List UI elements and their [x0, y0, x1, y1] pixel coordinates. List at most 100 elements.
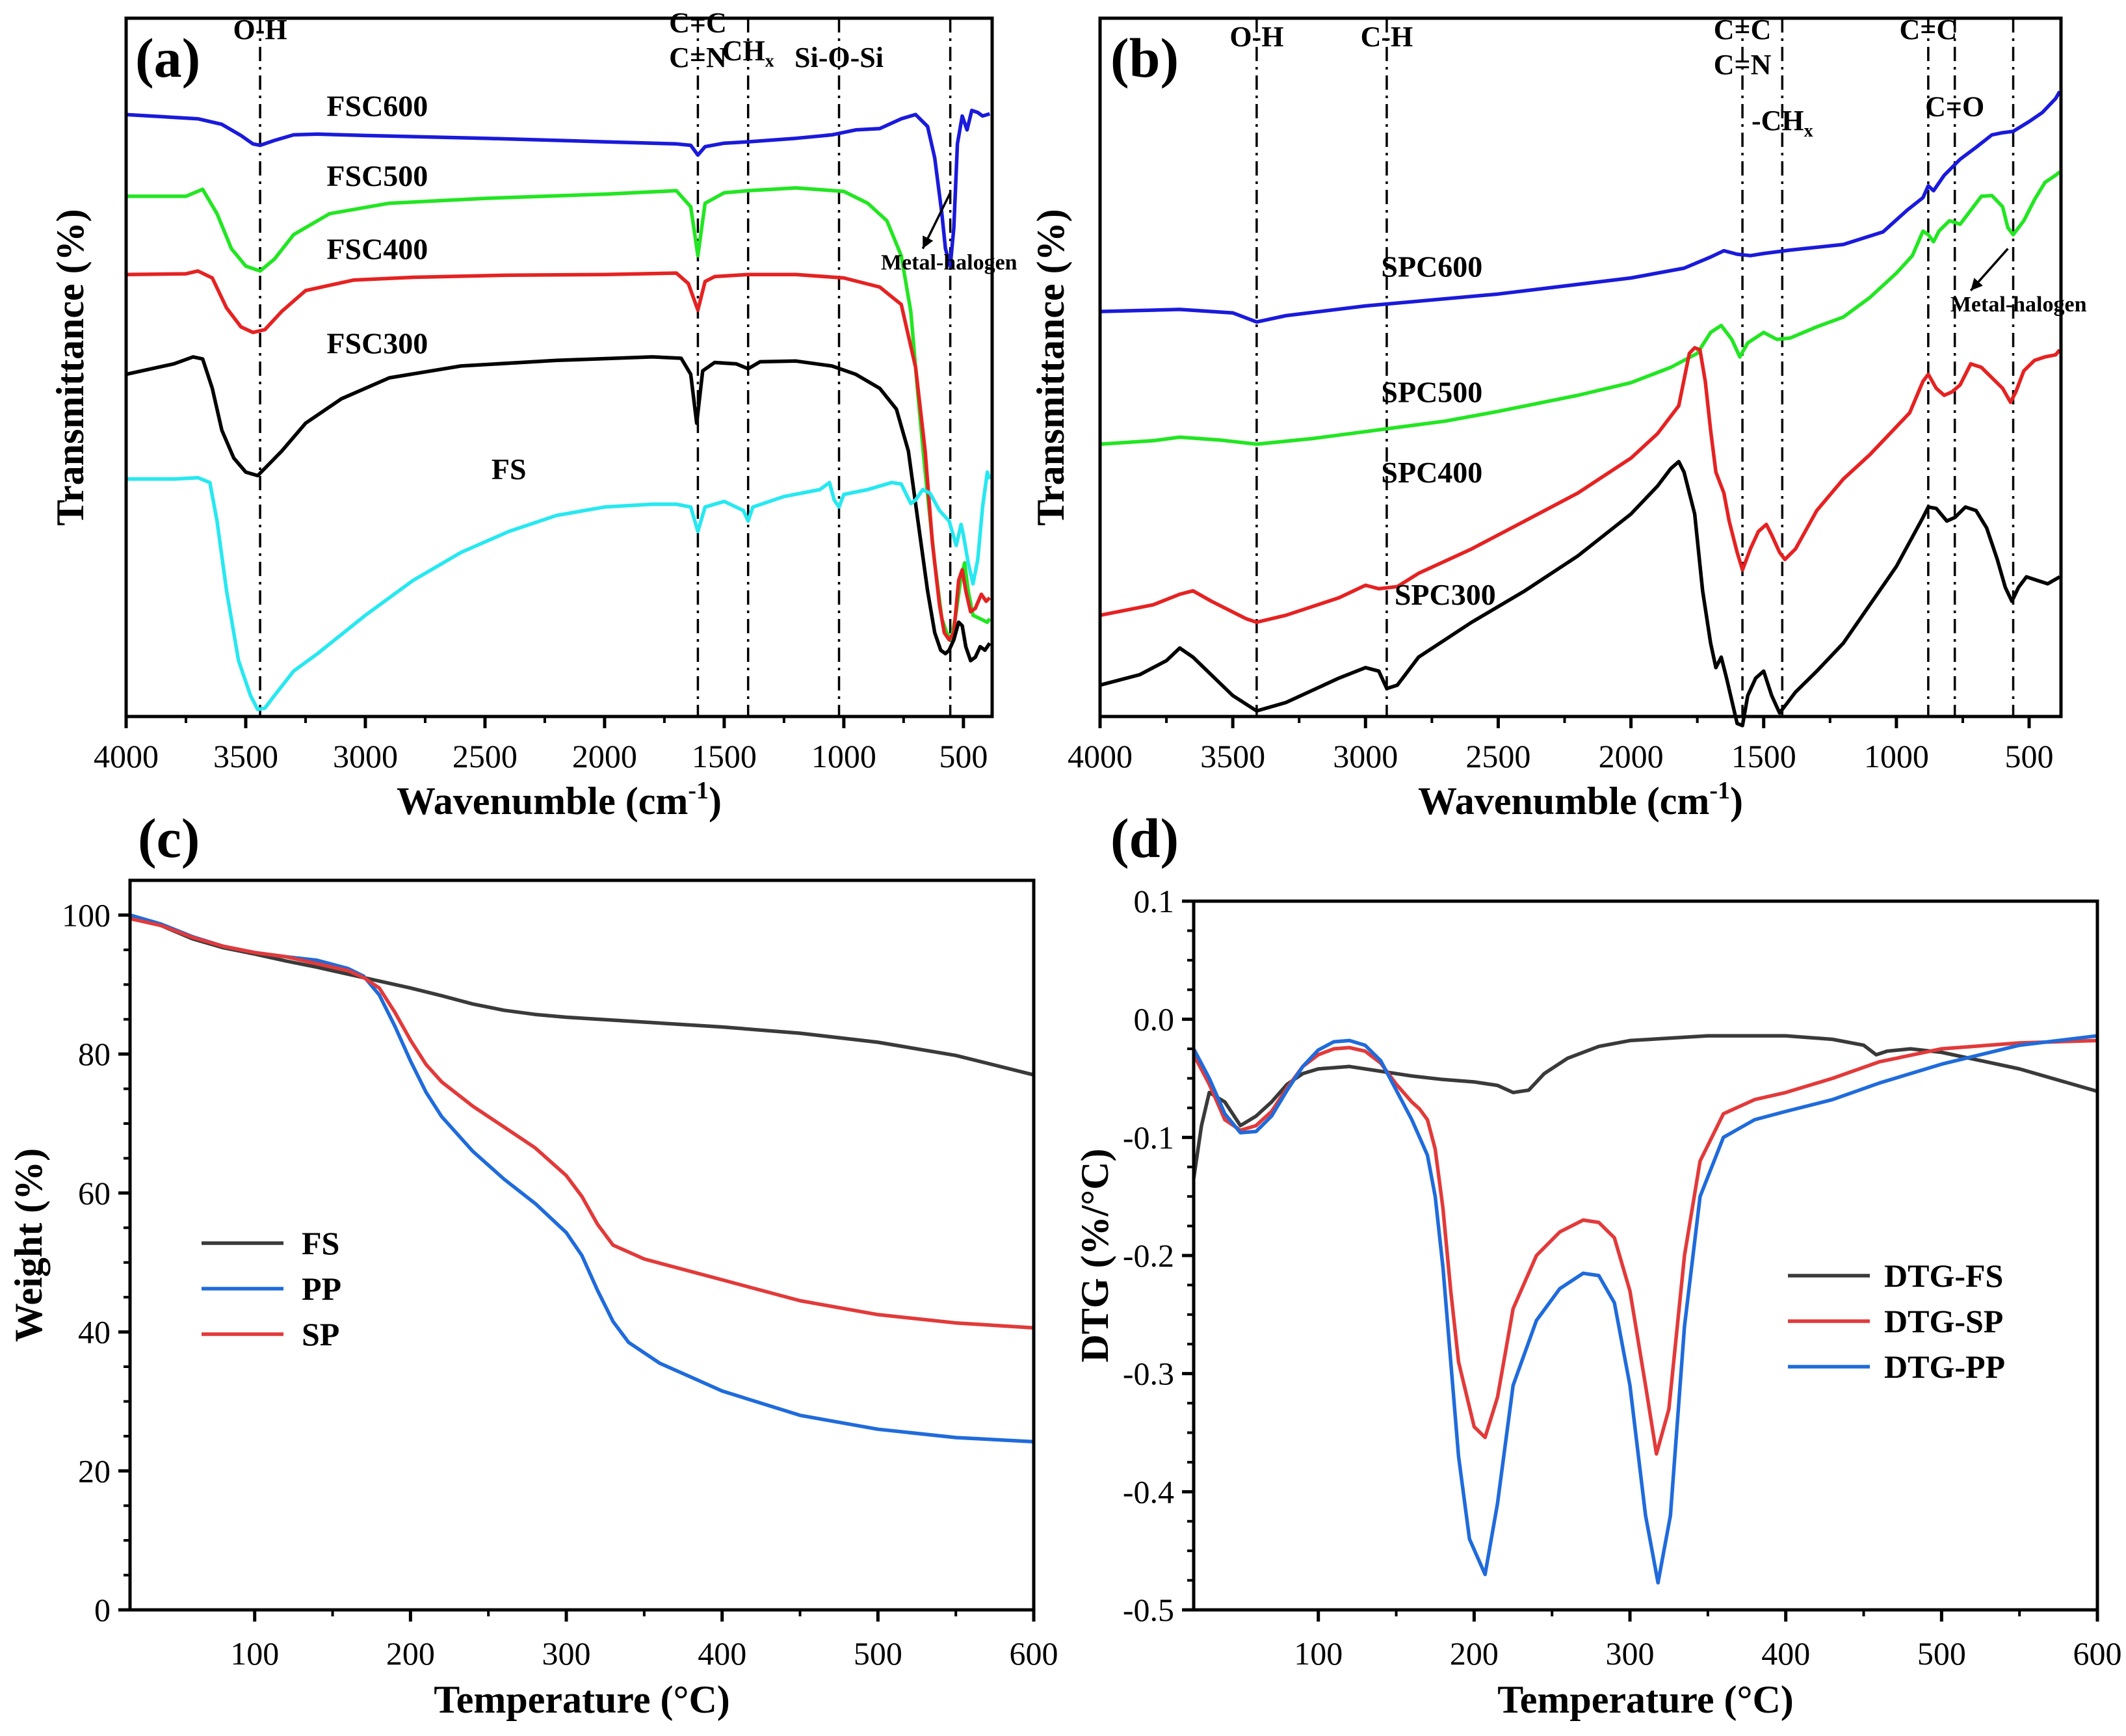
x-tick-label: 300 [542, 1635, 591, 1672]
y-tick-label: 40 [78, 1314, 111, 1350]
annotation-label: C=O [1925, 90, 1984, 122]
x-tick-label: 600 [2073, 1635, 2122, 1672]
y-tick-label: -0.3 [1123, 1356, 1174, 1392]
x-tick-label: 3000 [1333, 738, 1398, 774]
x-tick-label: 500 [939, 738, 988, 774]
series-line-spc400 [1099, 346, 2062, 624]
y-tick-label: 0.1 [1134, 883, 1175, 919]
x-tick-label: 500 [2005, 738, 2054, 774]
y-tick-label: 100 [62, 897, 111, 933]
x-axis-title-superscript: -1 [1709, 777, 1730, 804]
series-label: SPC600 [1381, 250, 1482, 283]
x-axis-title: Temperature (°C) [434, 1678, 730, 1721]
annotation-label: Metal-halogen [1950, 293, 2087, 317]
plot-frame [128, 878, 1036, 1612]
y-tick-label: 0.0 [1134, 1001, 1175, 1038]
x-tick-label: 1000 [811, 738, 876, 774]
series-line-dtg-fs [1192, 1034, 2098, 1179]
series-line-pp [129, 913, 1034, 1444]
series-label: FSC300 [326, 327, 428, 360]
x-tick-label: 2500 [453, 738, 518, 774]
x-tick-label: 400 [698, 1635, 746, 1672]
x-tick-label: 600 [1010, 1635, 1058, 1672]
series-line-spc500 [1099, 170, 2061, 446]
series-line-spc300 [1099, 460, 2061, 728]
x-tick-label: 4000 [1068, 738, 1133, 774]
y-axis-title: Transmittance (%) [1029, 209, 1072, 525]
x-tick-label: 3500 [1200, 738, 1265, 774]
annotation-label: -CHx [1752, 105, 1813, 141]
annotation-label: C=C [669, 7, 727, 38]
x-axis-title-end: ) [709, 780, 722, 822]
y-tick-label: -0.4 [1123, 1473, 1174, 1510]
x-tick-label: 2000 [572, 738, 637, 774]
x-axis-title: Wavenumble (cm-1) [397, 777, 722, 822]
series-line-spc600 [1099, 90, 2062, 324]
y-tick-label: -0.1 [1123, 1119, 1174, 1155]
annotation-label: C-H [1361, 21, 1413, 53]
arrow-head [923, 235, 934, 249]
panel-a: (a) 4000 3500 3000 2500 2000 1500 1000 500 FSC600… [49, 7, 1017, 822]
plot-frame [1098, 16, 2063, 718]
y-tick-label: 60 [78, 1175, 111, 1211]
x-tick-label: 3000 [333, 738, 398, 774]
x-tick-label: 2500 [1465, 738, 1530, 774]
panel-label: (a) [135, 27, 200, 89]
x-axis-title: Temperature (°C) [1497, 1678, 1794, 1721]
legend-label: SP [302, 1316, 339, 1352]
series-label: SPC400 [1381, 456, 1482, 489]
arrow-head [1971, 278, 1983, 291]
x-tick-label: 1500 [692, 738, 757, 774]
y-tick-label: -0.2 [1123, 1237, 1174, 1274]
series-line-fsc500 [126, 186, 991, 642]
x-tick-label: 300 [1606, 1635, 1655, 1672]
annotation-label: Metal-halogen [881, 251, 1017, 275]
panel-c: (c) 100 200 300 400 500 600 0 20 40 60 80 100 FS PP SP T… [7, 807, 1058, 1721]
y-tick-label: 0 [94, 1592, 111, 1628]
panel-d: (d) 100 200 300 400 500 600 0.1 0.0 -0.1 -0.2 -0.3 -… [1073, 807, 2122, 1721]
y-axis-title: DTG (%/°C) [1073, 1149, 1116, 1363]
series-line-dtg-sp [1192, 1038, 2098, 1456]
series-label: FSC600 [326, 89, 428, 122]
series-line-sp [129, 917, 1034, 1330]
x-tick-label: 200 [1450, 1635, 1499, 1672]
legend-label: DTG-SP [1884, 1303, 2003, 1339]
x-tick-label: 2000 [1599, 738, 1664, 774]
x-tick-label: 100 [1294, 1635, 1343, 1672]
x-axis-title-end: ) [1730, 780, 1743, 822]
x-axis-title: Wavenumble (cm-1) [1418, 777, 1743, 822]
x-tick-label: 500 [854, 1635, 902, 1672]
y-tick-label: 20 [78, 1453, 111, 1489]
series-label: SPC500 [1381, 376, 1482, 409]
panel-label: (b) [1110, 27, 1179, 89]
plot-frame [1192, 899, 2099, 1612]
x-tick-label: 100 [230, 1635, 279, 1672]
series-label: FSC400 [326, 233, 428, 266]
annotation-label: Si-O-Si [794, 42, 884, 73]
legend-label: FS [302, 1225, 339, 1261]
series-line-dtg-pp [1192, 1034, 2098, 1585]
x-tick-label: 400 [1761, 1635, 1810, 1672]
x-tick-label: 200 [386, 1635, 435, 1672]
series-label: SPC300 [1395, 578, 1496, 611]
x-tick-label: 500 [1917, 1635, 1966, 1672]
series-line-fs [129, 916, 1034, 1077]
annotation-label: CHx [722, 34, 774, 71]
y-tick-label: -0.5 [1123, 1592, 1174, 1628]
series-label: FS [492, 453, 527, 486]
series-line-fsc400 [125, 269, 991, 642]
annotation-label: O-H [1229, 21, 1283, 53]
x-tick-label: 3500 [213, 738, 278, 774]
panel-label: (d) [1110, 807, 1179, 869]
y-axis-title: Transmittance (%) [49, 209, 92, 525]
series-line-fsc600 [125, 109, 991, 269]
annotation-label: C=N [669, 42, 727, 73]
annotation-label: C=N [1714, 49, 1772, 81]
x-tick-label: 1000 [1864, 738, 1929, 774]
x-tick-label: 1500 [1731, 738, 1796, 774]
series-line-fsc300 [125, 355, 991, 663]
y-axis-title: Weight (%) [7, 1148, 50, 1342]
legend-label: DTG-FS [1884, 1257, 2003, 1294]
legend-label: DTG-PP [1884, 1348, 2005, 1385]
